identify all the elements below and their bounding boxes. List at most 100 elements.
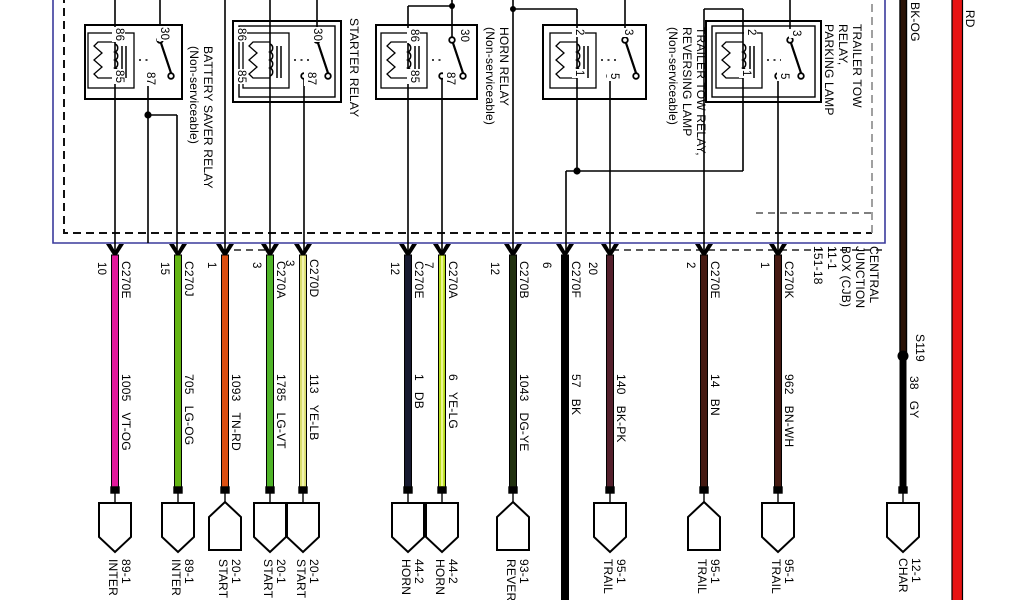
pin-number: 6: [539, 261, 552, 270]
pin-number: 3: [249, 261, 262, 270]
connector-95-1-c: [761, 502, 795, 554]
connector-name: C270K: [782, 261, 796, 299]
pin-number: 15: [157, 261, 170, 277]
circuit-label: 57BK: [569, 374, 583, 416]
connector-89-1-a: [98, 502, 132, 554]
starter-relay-label: STARTER RELAY: [347, 18, 361, 118]
wire-962-bn-wh: [774, 254, 782, 488]
r4-pin-2: 2: [572, 28, 585, 37]
connector-95-1-a: [593, 502, 627, 554]
pin-number: 20: [585, 261, 598, 277]
wire-1-db: [404, 254, 412, 488]
horn-relay-label: HORN RELAY (Non-serviceable): [483, 27, 511, 126]
connector-44-2-a: [391, 502, 425, 554]
circuit-label: 962BN-WH: [782, 374, 796, 448]
pin-number: 10: [94, 261, 107, 277]
wire-end-caps: [110, 486, 908, 503]
wire-1093-tn-rd: [221, 254, 229, 488]
dest-label: 95-1 TRAIL: [601, 559, 628, 595]
r5-pin-3: 3: [789, 29, 802, 38]
circuit-label: 1785LG-VT: [274, 374, 288, 449]
r4-pin-3: 3: [621, 28, 634, 37]
dest-label: 20-1 START: [261, 559, 288, 599]
pin-number: 12: [387, 261, 400, 277]
dest-label: 89-1 INTER: [169, 559, 196, 596]
r5-pin-1: 1: [739, 69, 752, 78]
connector-name: C270E: [708, 261, 722, 299]
central-junction-box-label: CENTRAL JUNCTION BOX (CJB) 11-1 151-18: [811, 246, 881, 309]
wire-bk-og: [899, 0, 908, 354]
circuit-label: 1DB: [412, 374, 426, 409]
wire-705-lg-og: [174, 254, 182, 488]
r1-pin-87: 87: [143, 71, 156, 87]
circuit-label: 1005VT-OG: [119, 374, 133, 451]
wire-1005-vt-og: [111, 254, 119, 488]
connector-name: C270J: [182, 261, 196, 297]
dest-label: 93-1 REVER: [504, 559, 531, 600]
splice-s119-label: S119: [913, 334, 927, 362]
connector-name: C270A: [274, 261, 288, 299]
connector-89-1-b: [161, 502, 195, 554]
dest-label: 20-1 START: [216, 559, 243, 599]
cjb-blue-border: [52, 0, 886, 244]
wire-38-gy: [899, 360, 907, 487]
connector-name: C270E: [119, 261, 133, 299]
connector-name: C270F: [569, 261, 583, 299]
connector-name: C270D: [307, 259, 321, 298]
r5-pin-5: 5: [777, 72, 790, 81]
dest-label: 12-1 CHAR: [896, 558, 923, 593]
circuit-label: 705LG-OG: [182, 374, 196, 446]
r2-pin-85: 85: [234, 69, 247, 85]
dest-label: 44-2 HORN: [433, 559, 460, 596]
connector-12-1: [886, 502, 920, 554]
dest-label: 95-1 TRAIL: [769, 559, 796, 595]
r3-pin-85: 85: [407, 69, 420, 85]
r5-pin-2: 2: [744, 28, 757, 37]
r4-pin-5: 5: [607, 72, 620, 81]
trailer-tow-reversing-lamp-relay-label: TRAILER TOW RELAY, REVERSING LAMP (Non-s…: [666, 27, 708, 156]
r4-pin-1: 1: [572, 69, 585, 78]
connector-20-1-b: [253, 502, 287, 554]
wire-rd: [951, 0, 964, 600]
connector-20-1-a: [208, 500, 242, 551]
connector-93-1: [496, 500, 530, 551]
connector-20-1-c: [286, 502, 320, 554]
dest-label: 20-1 START: [294, 559, 321, 599]
dest-label: 89-1 INTER: [106, 559, 133, 596]
circuit-label: 6YE-LG: [446, 374, 460, 429]
r3-pin-86: 86: [407, 28, 420, 44]
pin-number: 1: [757, 261, 770, 270]
connector-name: C270A: [446, 261, 460, 299]
offpage-connectors: [98, 500, 920, 554]
connector-name: C270E: [412, 261, 426, 299]
junction-dots: [144, 3, 581, 175]
wire-1785-lg-vt: [266, 254, 274, 488]
dest-label: 44-2 HORN: [399, 559, 426, 596]
r3-pin-87: 87: [443, 71, 456, 87]
trailer-tow-parking-lamp-relay-symbol: [705, 20, 822, 103]
r2-pin-30: 30: [310, 27, 323, 43]
r3-pin-30: 30: [457, 28, 470, 44]
horn-relay-symbol: [375, 24, 478, 100]
r2-pin-87: 87: [304, 71, 317, 87]
splice-s119-dot: [897, 350, 909, 362]
starter-relay-symbol: [232, 20, 342, 103]
connector-name: C270B: [517, 261, 531, 299]
battery-saver-relay-label: BATTERY SAVER RELAY (Non-serviceable): [187, 46, 215, 189]
circuit-label: 140BK-PK: [614, 374, 628, 443]
wire-1043-dg-ye: [509, 254, 517, 488]
cjb-dashed-border: [63, 0, 872, 234]
pin-number: 2: [683, 261, 696, 270]
circuit-label: 14BN: [708, 374, 722, 416]
pin-number: 1: [204, 261, 217, 270]
wire-140-bk-pk: [606, 254, 614, 488]
r2-pin-86: 86: [234, 27, 247, 43]
bk-og-label: BK-OG: [908, 2, 922, 42]
connector-44-2-b: [425, 502, 459, 554]
wire-stripes: [302, 256, 444, 486]
r1-pin-86: 86: [112, 27, 125, 43]
wire-14-bn: [700, 254, 708, 488]
circuit-label: 38GY: [907, 376, 921, 419]
pin-number: 12: [487, 261, 500, 277]
